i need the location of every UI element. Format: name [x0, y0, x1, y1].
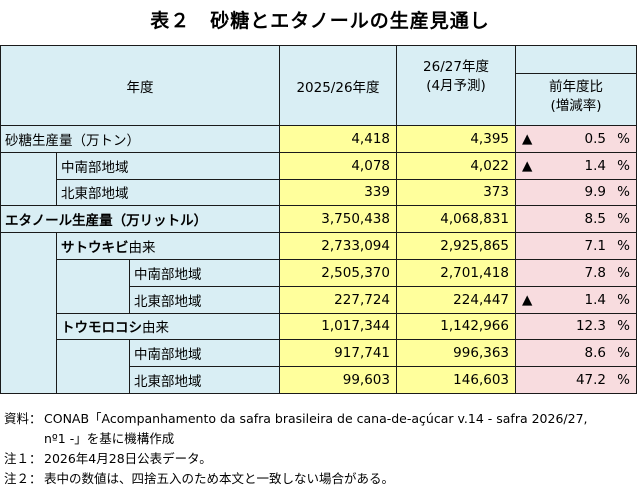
header-ratio-top [515, 45, 637, 74]
table-row: トウモロコシ由来 1,017,344 1,142,966 12.3% [1, 312, 637, 341]
indent-cell [56, 259, 130, 314]
cell-ratio: 7.1% [515, 232, 637, 260]
cell-ratio: 7.8% [515, 258, 637, 287]
cell-2025: 99,603 [279, 366, 397, 394]
cell-2026: 146,603 [396, 366, 516, 394]
source-note-cont: nº1 -」を基に機構作成 [44, 431, 175, 446]
cell-ratio: ▲ 1.4% [515, 151, 637, 180]
table-row: エタノール生産量（万リットル） 3,750,438 4,068,831 8.5% [0, 205, 637, 234]
decrease-mark: ▲ [522, 130, 533, 147]
table-row: 北東部地域 227,724 224,447 ▲ 1.4% [1, 285, 637, 314]
cell-2025: 2,505,370 [279, 258, 397, 287]
table-row: サトウキビ由来 2,733,094 2,925,865 7.1% [0, 232, 637, 394]
cell-2025: 1,017,344 [279, 312, 397, 341]
header-row: 年度 2025/26年度 26/27年度 (4月予測) [0, 45, 637, 126]
table-row: 北東部地域 99,603 146,603 47.2% [1, 366, 637, 394]
row-label: 北東部地域 [129, 366, 280, 394]
cell-ratio: ▲ 0.5% [515, 125, 637, 153]
cell-2025: 2,733,094 [279, 232, 397, 260]
header-ratio: 前年度比 (増減率) [515, 73, 637, 126]
row-label: サトウキビ由来 [56, 232, 280, 260]
table-row: 砂糖生産量（万トン） 4,418 4,395 ▲ 0.5% [0, 125, 637, 153]
cell-ratio: 12.3% [515, 312, 637, 341]
cell-ratio: 9.9% [515, 178, 637, 207]
cell-2025: 917,741 [279, 339, 397, 368]
cell-ratio: 8.6% [515, 339, 637, 368]
indent-cell [0, 152, 57, 207]
note-2: 注２： 表中の数値は、四捨五入のため本文と一致しない場合がある。 [4, 471, 395, 486]
indent-cell [0, 232, 57, 394]
cell-2025: 3,750,438 [279, 205, 397, 234]
row-label: 中南部地域 [129, 339, 280, 368]
table-row: 中南部地域 2,505,370 2,701,418 7.8% [1, 258, 637, 314]
cell-2026: 2,925,865 [396, 232, 516, 260]
row-label: 砂糖生産量（万トン） [0, 125, 280, 153]
cell-2025: 339 [279, 178, 397, 207]
table-title: 表２ 砂糖とエタノールの生産見通し [150, 10, 490, 32]
cell-2026: 4,068,831 [396, 205, 516, 234]
row-label: 中南部地域 [129, 258, 280, 287]
cell-ratio: ▲ 1.4% [515, 285, 637, 314]
cell-2025: 227,724 [279, 285, 397, 314]
cell-2025: 4,418 [279, 125, 397, 153]
production-table: 年度 2025/26年度 26/27年度 (4月予測) 前年度比 (増減率) 砂… [0, 45, 637, 394]
cell-2025: 4,078 [279, 151, 397, 180]
header-2026: 26/27年度 (4月予測) [396, 45, 516, 126]
source-note: 資料： CONAB「Acompanhamento da safra brasil… [4, 411, 588, 426]
cell-2026: 373 [396, 178, 516, 207]
table-row: 中南部地域 4,078 4,022 ▲ 1.4% [0, 151, 637, 207]
decrease-mark: ▲ [522, 157, 533, 174]
note-1: 注１： 2026年4月28日公表データ。 [4, 451, 212, 466]
decrease-mark: ▲ [522, 291, 533, 308]
row-label: 北東部地域 [56, 178, 280, 207]
cell-2026: 4,395 [396, 125, 516, 153]
row-label: トウモロコシ由来 [56, 312, 280, 341]
cell-2026: 1,142,966 [396, 312, 516, 341]
cell-2026: 996,363 [396, 339, 516, 368]
cell-ratio: 47.2% [515, 366, 637, 394]
row-label: エタノール生産量（万リットル） [0, 205, 280, 234]
table-row: 中南部地域 917,741 996,363 8.6% [1, 339, 637, 394]
header-2025: 2025/26年度 [279, 45, 397, 126]
row-label: 中南部地域 [56, 151, 280, 180]
table-row: 北東部地域 339 373 9.9% [1, 178, 637, 207]
header-year-label: 年度 [0, 45, 280, 126]
cell-2026: 2,701,418 [396, 258, 516, 287]
indent-cell [56, 339, 130, 394]
cell-2026: 4,022 [396, 151, 516, 180]
cell-ratio: 8.5% [515, 205, 637, 234]
notes: 資料： CONAB「Acompanhamento da safra brasil… [4, 409, 588, 489]
cell-2026: 224,447 [396, 285, 516, 314]
row-label: 北東部地域 [129, 285, 280, 314]
